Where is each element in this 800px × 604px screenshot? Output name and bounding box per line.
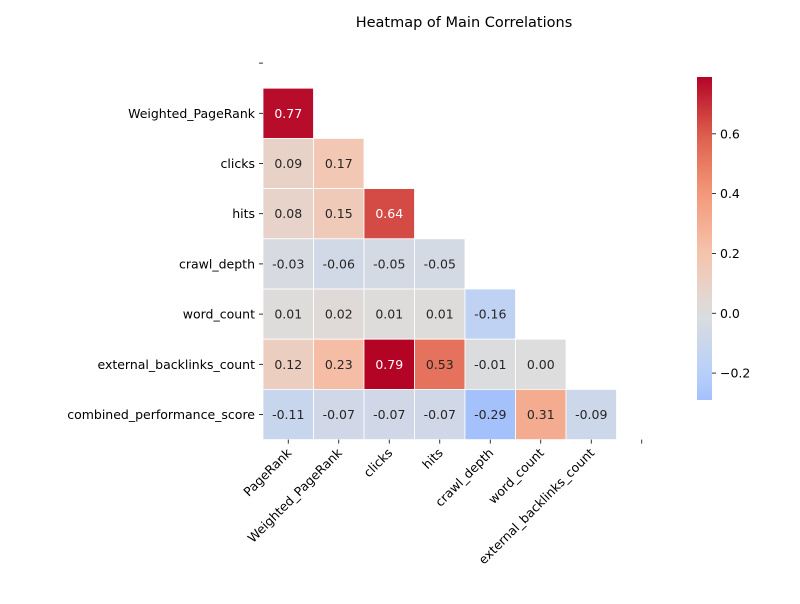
x-tick-label: Weighted_PageRank (245, 445, 346, 546)
y-tick-label: word_count (183, 307, 255, 322)
cell-value-label: 0.01 (426, 307, 454, 322)
cell-value-label: 0.01 (274, 307, 302, 322)
heatmap-cell-labels: 0.77 0.09 0.17 0.08 0.15 0.64 -0.03 -0.06 -0.05 -… (272, 106, 607, 422)
heatmap-cell (313, 238, 365, 290)
heatmap-cell (414, 288, 466, 340)
heatmap-cell (262, 137, 314, 189)
cell-value-label: 0.01 (375, 307, 403, 322)
heatmap-cell (313, 288, 365, 340)
cell-value-label: -0.07 (424, 407, 456, 422)
cell-value-label: 0.64 (375, 206, 403, 221)
cell-value-label: 0.08 (274, 206, 302, 221)
cell-value-label: 0.02 (325, 307, 353, 322)
y-tick-label: hits (232, 206, 255, 221)
colorbar-tick-label: 0.6 (720, 126, 740, 141)
cell-value-label: 0.77 (274, 106, 302, 121)
cell-value-label: -0.09 (575, 407, 607, 422)
heatmap-cell (363, 338, 415, 390)
heatmap-cell (464, 338, 516, 390)
cell-value-label: -0.05 (373, 256, 405, 271)
cell-value-label: 0.00 (527, 357, 555, 372)
heatmap-cell (515, 338, 567, 390)
heatmap-cell (262, 388, 314, 440)
x-tick-label: clicks (360, 445, 395, 480)
cell-value-label: 0.79 (375, 357, 403, 372)
cell-value-label: 0.31 (527, 407, 555, 422)
heatmap-cell (414, 338, 466, 390)
cell-value-label: -0.06 (323, 256, 355, 271)
colorbar: −0.2 0.0 0.2 0.4 0.6 (697, 77, 750, 400)
heatmap-cell (414, 388, 466, 440)
cell-value-label: -0.01 (474, 357, 506, 372)
colorbar-tick-label: 0.4 (720, 186, 740, 201)
cell-value-label: -0.07 (373, 407, 405, 422)
y-tick-label: crawl_depth (179, 256, 255, 271)
y-tick-label: clicks (221, 156, 255, 171)
cell-value-label: -0.16 (474, 307, 506, 322)
heatmap-cell (313, 338, 365, 390)
heatmap-cell (313, 137, 365, 189)
cell-value-label: 0.09 (274, 156, 302, 171)
colorbar-tick-label: 0.0 (720, 306, 740, 321)
cell-value-label: 0.15 (325, 206, 353, 221)
heatmap-cell (363, 188, 415, 240)
y-tick-label: combined_performance_score (67, 407, 255, 422)
cell-value-label: -0.03 (272, 256, 304, 271)
heatmap-cells (262, 87, 617, 440)
heatmap-cell (313, 388, 365, 440)
cell-value-label: 0.17 (325, 156, 353, 171)
cell-value-label: -0.29 (474, 407, 506, 422)
heatmap-cell (414, 238, 466, 290)
cell-value-label: 0.53 (426, 357, 454, 372)
heatmap-cell (262, 188, 314, 240)
x-tick-label: PageRank (240, 445, 295, 500)
cell-value-label: 0.12 (274, 357, 302, 372)
cell-value-label: 0.23 (325, 357, 353, 372)
cell-value-label: -0.05 (424, 256, 456, 271)
cell-value-label: -0.07 (323, 407, 355, 422)
y-tick-label: Weighted_PageRank (128, 106, 256, 121)
x-tick-label: hits (419, 445, 446, 472)
heatmap-cell (262, 87, 314, 139)
cell-value-label: -0.11 (272, 407, 304, 422)
colorbar-tick-label: −0.2 (720, 366, 750, 381)
heatmap-cell (515, 388, 567, 440)
y-tick-label: external_backlinks_count (97, 357, 255, 372)
heatmap-cell (565, 388, 617, 440)
chart-title: Heatmap of Main Correlations (356, 15, 573, 31)
colorbar-gradient (697, 77, 712, 400)
colorbar-tick-label: 0.2 (720, 246, 740, 261)
